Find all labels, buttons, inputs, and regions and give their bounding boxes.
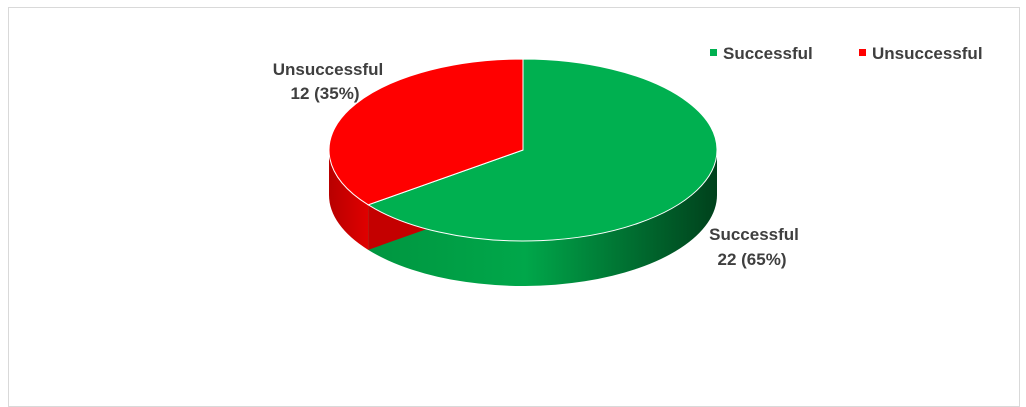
pie-slice-unsuccessful <box>328 58 524 206</box>
label-successful-value: 22 (65%) <box>718 250 787 269</box>
pie-slice-successful <box>367 58 718 242</box>
legend-label-successful: Successful <box>723 44 813 63</box>
label-successful-name: Successful <box>709 225 799 244</box>
label-unsuccessful-value: 12 (35%) <box>291 84 360 103</box>
pie-slices <box>328 58 718 287</box>
legend-swatch-successful <box>710 49 717 56</box>
pie-side-unsuccessful <box>329 150 369 250</box>
legend-swatch-unsuccessful <box>859 49 866 56</box>
label-unsuccessful-name: Unsuccessful <box>273 60 384 79</box>
legend: Successful Unsuccessful <box>710 44 983 63</box>
pie-side-successful <box>368 150 717 287</box>
legend-label-unsuccessful: Unsuccessful <box>872 44 983 63</box>
pie-chart: Unsuccessful 12 (35%) Successful 22 (65%… <box>273 44 983 287</box>
